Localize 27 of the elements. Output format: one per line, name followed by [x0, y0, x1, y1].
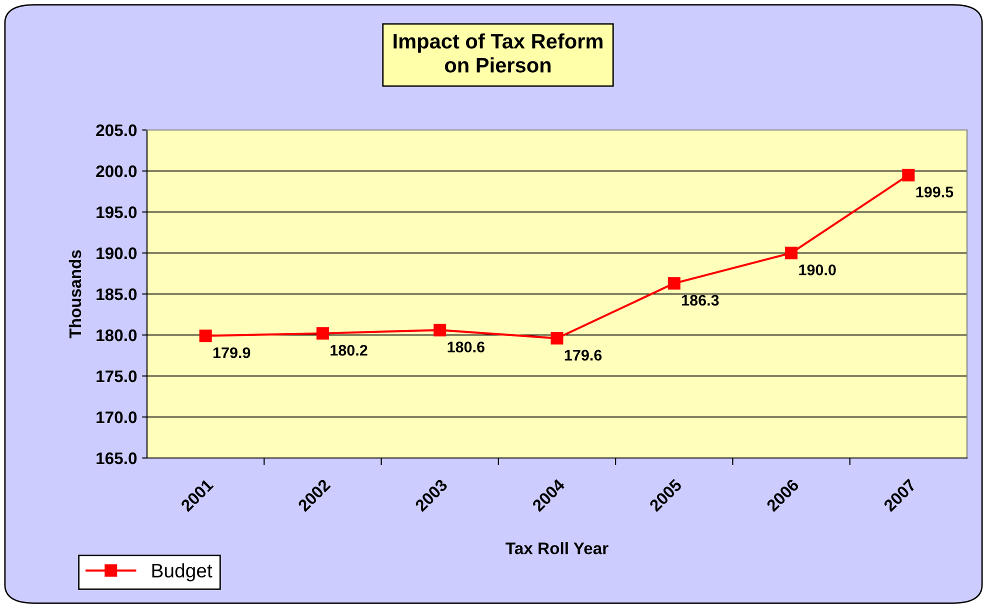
data-label: 179.6 — [564, 350, 602, 361]
point — [550, 332, 564, 345]
point — [902, 168, 915, 182]
y-tick-label: 185.0 — [96, 288, 137, 300]
point — [434, 324, 446, 336]
y-tick-label: 205.0 — [96, 124, 137, 136]
y-axis-title: Thousands — [68, 250, 82, 338]
y-tick-label: 165.0 — [96, 452, 137, 464]
y-tick-label: 180.0 — [96, 329, 137, 342]
point — [316, 327, 329, 340]
y-tick-label: 170.0 — [96, 411, 137, 424]
y-tick-label: 175.0 — [96, 370, 137, 382]
x-axis-title: Tax Roll Year — [506, 542, 608, 554]
point — [785, 246, 798, 260]
y-tick-label: 200.0 — [96, 165, 137, 178]
data-label: 180.2 — [330, 344, 368, 356]
legend-label: Budget — [152, 563, 212, 582]
data-label: 199.5 — [916, 186, 954, 198]
data-label: 186.3 — [682, 294, 719, 306]
y-tick-label: 190.0 — [96, 247, 137, 260]
data-label: 190.0 — [799, 264, 836, 276]
chart-title: Impact of Tax Reform on Pierson — [394, 33, 602, 73]
data-label: 180.6 — [448, 342, 484, 352]
point — [668, 277, 680, 290]
point — [199, 330, 212, 342]
y-tick-label: 195.0 — [96, 206, 137, 218]
data-label: 179.9 — [213, 347, 250, 358]
